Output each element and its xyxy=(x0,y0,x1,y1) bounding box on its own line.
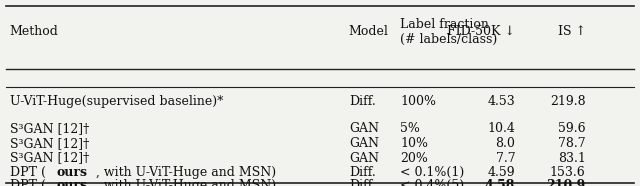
Text: 78.7: 78.7 xyxy=(558,137,586,150)
Text: DPT (: DPT ( xyxy=(10,166,45,179)
Text: DPT (: DPT ( xyxy=(10,179,45,186)
Text: 7.7: 7.7 xyxy=(495,152,515,165)
Text: ours: ours xyxy=(56,179,87,186)
Text: GAN: GAN xyxy=(349,137,379,150)
Text: S³GAN [12]†: S³GAN [12]† xyxy=(10,152,89,165)
Text: Diff.: Diff. xyxy=(349,166,376,179)
Text: 219.8: 219.8 xyxy=(550,95,586,108)
Text: GAN: GAN xyxy=(349,122,379,135)
Text: Method: Method xyxy=(10,25,58,38)
Text: 4.58: 4.58 xyxy=(485,179,515,186)
Text: 10.4: 10.4 xyxy=(487,122,515,135)
Text: 10%: 10% xyxy=(400,137,428,150)
Text: 210.9: 210.9 xyxy=(547,179,586,186)
Text: 4.59: 4.59 xyxy=(488,166,515,179)
Text: GAN: GAN xyxy=(349,152,379,165)
Text: 100%: 100% xyxy=(400,95,436,108)
Text: FID-50K ↓: FID-50K ↓ xyxy=(447,25,515,38)
Text: , with U-ViT-Huge and MSN): , with U-ViT-Huge and MSN) xyxy=(96,166,276,179)
Text: 20%: 20% xyxy=(400,152,428,165)
Text: < 0.1%(1): < 0.1%(1) xyxy=(400,166,464,179)
Text: Model: Model xyxy=(349,25,388,38)
Text: 8.0: 8.0 xyxy=(495,137,515,150)
Text: 4.53: 4.53 xyxy=(488,95,515,108)
Text: ours: ours xyxy=(56,166,87,179)
Text: < 0.4%(5): < 0.4%(5) xyxy=(400,179,464,186)
Text: 83.1: 83.1 xyxy=(557,152,586,165)
Text: Label fraction
(# labels/class): Label fraction (# labels/class) xyxy=(400,18,497,46)
Text: , with U-ViT-Huge and MSN): , with U-ViT-Huge and MSN) xyxy=(96,179,276,186)
Text: U-ViT-Huge(supervised baseline)*: U-ViT-Huge(supervised baseline)* xyxy=(10,95,223,108)
Text: Diff.: Diff. xyxy=(349,95,376,108)
Text: S³GAN [12]†: S³GAN [12]† xyxy=(10,122,89,135)
Text: IS ↑: IS ↑ xyxy=(557,25,586,38)
Text: Diff.: Diff. xyxy=(349,179,376,186)
Text: 5%: 5% xyxy=(400,122,420,135)
Text: 153.6: 153.6 xyxy=(550,166,586,179)
Text: 59.6: 59.6 xyxy=(558,122,586,135)
Text: S³GAN [12]†: S³GAN [12]† xyxy=(10,137,89,150)
